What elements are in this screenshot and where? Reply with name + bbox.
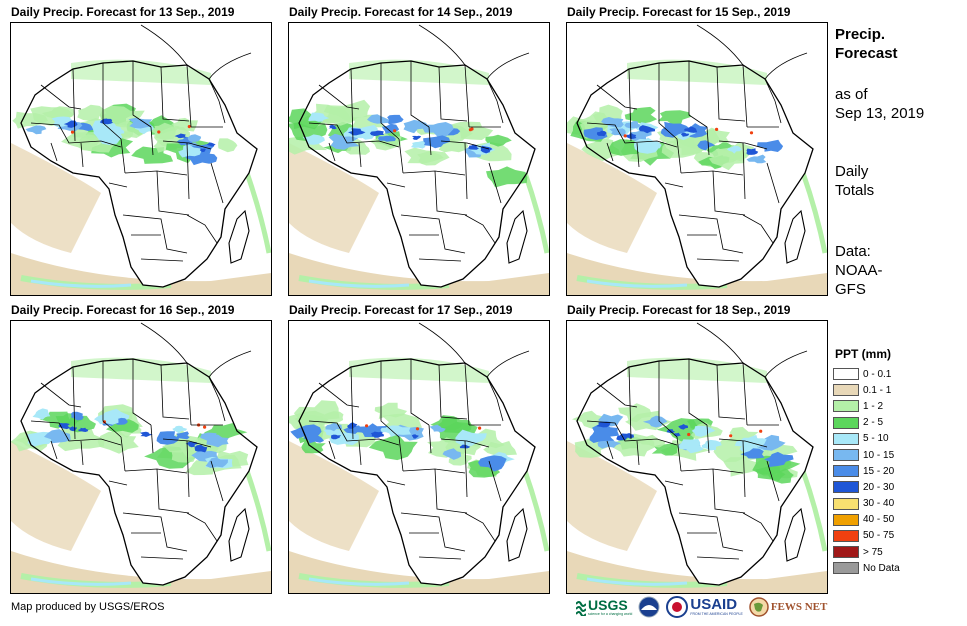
totals-label: Daily Totals: [835, 162, 965, 200]
heading-line-1: Precip.: [835, 26, 886, 43]
legend-swatch: [833, 384, 859, 397]
legend-label: 1 - 2: [863, 400, 884, 412]
legend-label: 5 - 10: [863, 433, 889, 445]
legend-item: 30 - 40: [833, 496, 913, 512]
legend-item: 50 - 75: [833, 528, 913, 544]
data-line-2: NOAA-: [835, 262, 883, 279]
panel-title: Daily Precip. Forecast for 15 Sep., 2019: [567, 5, 791, 19]
legend-item: 0.1 - 1: [833, 382, 913, 398]
data-line-3: GFS: [835, 281, 866, 298]
legend-swatch: [833, 400, 859, 413]
africa-map: [567, 24, 827, 295]
precip-map: [566, 320, 828, 594]
asof-line-1: as of: [835, 86, 868, 103]
forecast-panel-13-sep: Daily Precip. Forecast for 13 Sep., 2019: [10, 4, 272, 296]
legend-item: 2 - 5: [833, 415, 913, 431]
product-heading: Precip. Forecast: [835, 25, 965, 63]
panel-title: Daily Precip. Forecast for 17 Sep., 2019: [289, 303, 513, 317]
legend-swatch: [833, 546, 859, 559]
legend-title: PPT (mm): [835, 347, 892, 361]
legend-item: 0 - 0.1: [833, 366, 913, 382]
legend-item: 40 - 50: [833, 512, 913, 528]
data-source: Data: NOAA- GFS: [835, 242, 965, 299]
legend-label: > 75: [863, 546, 883, 558]
usgs-wordmark: USGS: [588, 596, 628, 613]
noaa-seal-icon: [638, 596, 660, 618]
legend-label: 15 - 20: [863, 465, 895, 477]
legend-swatch: [833, 562, 859, 575]
legend-swatch: [833, 465, 859, 478]
legend-item: > 75: [833, 544, 913, 560]
legend-label: 50 - 75: [863, 530, 895, 542]
legend-swatch: [833, 368, 859, 381]
africa-map: [289, 24, 549, 295]
fewsnet-logo: FEWS NET: [749, 597, 828, 617]
legend-item: No Data: [833, 560, 913, 576]
totals-line-1: Daily: [835, 163, 869, 180]
africa-map: [567, 322, 827, 593]
usgs-wave-icon: [576, 601, 586, 616]
precip-map: [10, 320, 272, 594]
legend-label: 10 - 15: [863, 449, 895, 461]
legend-label: 40 - 50: [863, 514, 895, 526]
legend-item: 10 - 15: [833, 447, 913, 463]
legend-swatch: [833, 449, 859, 462]
usaid-tagline: FROM THE AMERICAN PEOPLE: [690, 612, 743, 616]
as-of-date: as of Sep 13, 2019: [835, 85, 965, 123]
forecast-panel-14-sep: Daily Precip. Forecast for 14 Sep., 2019: [288, 4, 550, 296]
panel-title: Daily Precip. Forecast for 13 Sep., 2019: [11, 5, 235, 19]
usaid-wordmark: USAID: [690, 596, 738, 613]
partner-logos: USGS science for a changing world USAID …: [576, 595, 833, 619]
legend-swatch: [833, 481, 859, 494]
fewsnet-wordmark: FEWS NET: [770, 601, 828, 613]
usaid-seal-icon: [666, 596, 689, 618]
panel-title: Daily Precip. Forecast for 14 Sep., 2019: [289, 5, 513, 19]
panel-title: Daily Precip. Forecast for 16 Sep., 2019: [11, 303, 235, 317]
usgs-tagline: science for a changing world: [588, 611, 633, 616]
legend-swatch: [833, 432, 859, 445]
africa-map: [11, 322, 271, 593]
fewsnet-globe-icon: [749, 597, 769, 617]
usaid-logo: USAID FROM THE AMERICAN PEOPLE: [666, 596, 743, 618]
legend-label: 2 - 5: [863, 417, 884, 429]
panel-title: Daily Precip. Forecast for 18 Sep., 2019: [567, 303, 791, 317]
forecast-panel-17-sep: Daily Precip. Forecast for 17 Sep., 2019: [288, 302, 550, 594]
legend-label: 0 - 0.1: [863, 368, 892, 380]
legend-swatch: [833, 497, 859, 510]
legend-swatch: [833, 416, 859, 429]
legend-label: No Data: [863, 562, 900, 574]
legend-swatch: [833, 513, 859, 526]
africa-map: [289, 322, 549, 593]
forecast-panel-16-sep: Daily Precip. Forecast for 16 Sep., 2019: [10, 302, 272, 594]
africa-map: [11, 24, 271, 295]
precip-legend: 0 - 0.1 0.1 - 1 1 - 2 2 - 5 5 - 10 10 - 15 15 …: [833, 366, 913, 576]
legend-item: 1 - 2: [833, 398, 913, 414]
legend-label: 30 - 40: [863, 498, 895, 510]
legend-label: 20 - 30: [863, 481, 895, 493]
totals-line-2: Totals: [835, 182, 875, 199]
legend-item: 15 - 20: [833, 463, 913, 479]
precip-map: [288, 320, 550, 594]
legend-item: 20 - 30: [833, 479, 913, 495]
forecast-panel-18-sep: Daily Precip. Forecast for 18 Sep., 2019: [566, 302, 828, 594]
map-credit: Map produced by USGS/EROS: [11, 601, 165, 613]
forecast-panel-15-sep: Daily Precip. Forecast for 15 Sep., 2019: [566, 4, 828, 296]
heading-line-2: Forecast: [835, 45, 898, 62]
legend-label: 0.1 - 1: [863, 384, 892, 396]
precip-map: [566, 22, 828, 296]
legend-item: 5 - 10: [833, 431, 913, 447]
precip-map: [288, 22, 550, 296]
data-line-1: Data:: [835, 243, 871, 260]
precip-map: [10, 22, 272, 296]
noaa-logo: [638, 596, 660, 618]
usgs-logo: USGS science for a changing world: [576, 598, 632, 617]
legend-swatch: [833, 529, 859, 542]
asof-line-2: Sep 13, 2019: [835, 105, 925, 122]
